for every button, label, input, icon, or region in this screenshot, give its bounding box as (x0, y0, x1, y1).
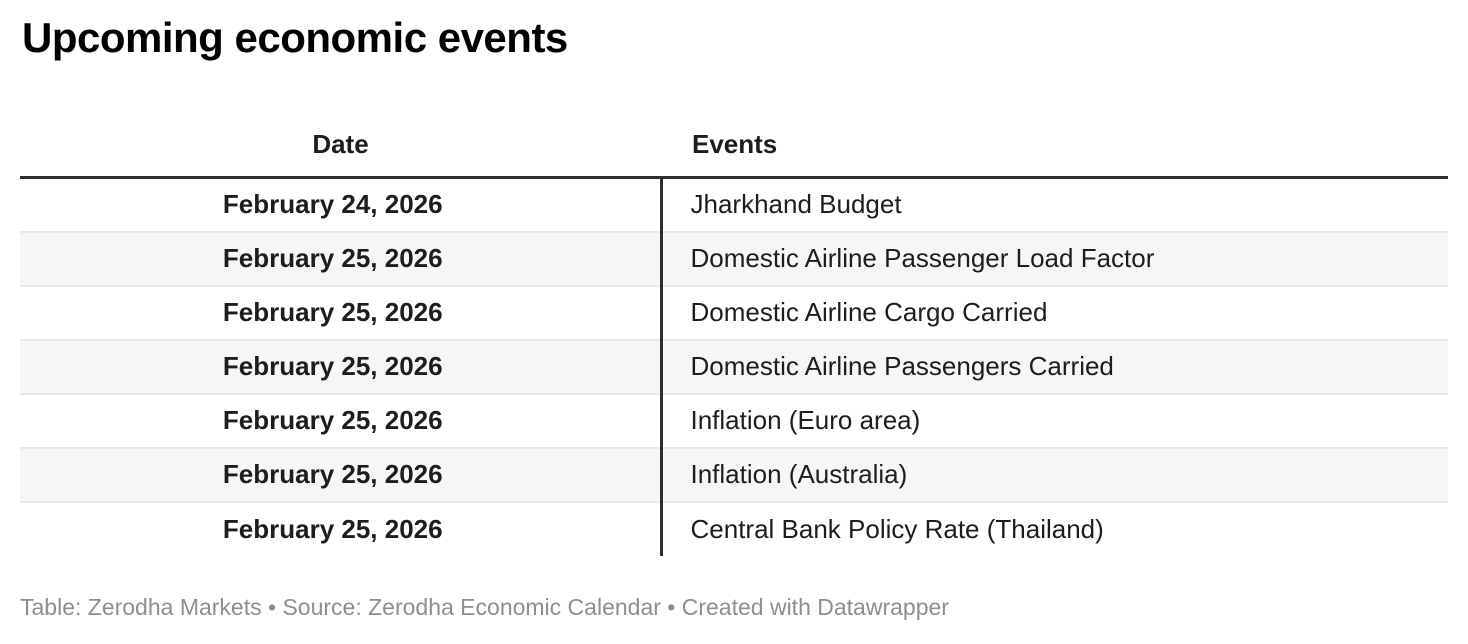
footer-separator: • (667, 593, 676, 620)
column-header-date[interactable]: Date (20, 115, 661, 179)
event-cell: Inflation (Euro area) (659, 392, 1448, 448)
event-cell: Domestic Airline Cargo Carried (659, 284, 1448, 340)
attribution-footer: Table: Zerodha Markets • Source: Zerodha… (20, 592, 1448, 622)
date-cell: February 25, 2026 (20, 500, 661, 556)
table-row: February 25, 2026 Domestic Airline Passe… (20, 338, 1448, 394)
column-header-events[interactable]: Events (661, 115, 1448, 179)
footer-separator: • (268, 593, 277, 620)
event-cell: Jharkhand Budget (659, 177, 1448, 232)
table-row: February 25, 2026 Inflation (Australia) (20, 446, 1448, 502)
table-row: February 25, 2026 Domestic Airline Passe… (20, 230, 1448, 286)
header-row: Date Events (20, 115, 1448, 179)
datawrapper-link[interactable]: Datawrapper (817, 593, 949, 620)
source-value: Zerodha Economic Calendar (368, 593, 661, 620)
events-table: Date Events February 24, 2026 Jharkhand … (20, 115, 1448, 556)
date-cell: February 25, 2026 (20, 284, 661, 340)
table-row: February 25, 2026 Central Bank Policy Ra… (20, 500, 1448, 556)
table-row: February 25, 2026 Domestic Airline Cargo… (20, 284, 1448, 340)
date-cell: February 25, 2026 (20, 338, 661, 394)
table-credit-label: Table: (20, 593, 82, 620)
created-with-label: Created with (681, 593, 811, 620)
event-cell: Central Bank Policy Rate (Thailand) (659, 500, 1448, 556)
event-cell: Inflation (Australia) (659, 446, 1448, 502)
date-cell: February 25, 2026 (20, 446, 661, 502)
event-cell: Domestic Airline Passengers Carried (659, 338, 1448, 394)
date-cell: February 25, 2026 (20, 392, 661, 448)
table-row: February 24, 2026 Jharkhand Budget (20, 177, 1448, 232)
table-credit-value: Zerodha Markets (87, 593, 262, 620)
event-cell: Domestic Airline Passenger Load Factor (659, 230, 1448, 286)
date-cell: February 25, 2026 (20, 230, 661, 286)
table-row: February 25, 2026 Inflation (Euro area) (20, 392, 1448, 448)
source-label: Source: (282, 593, 362, 620)
date-cell: February 24, 2026 (222, 189, 443, 220)
chart-title: Upcoming economic events (22, 14, 568, 61)
